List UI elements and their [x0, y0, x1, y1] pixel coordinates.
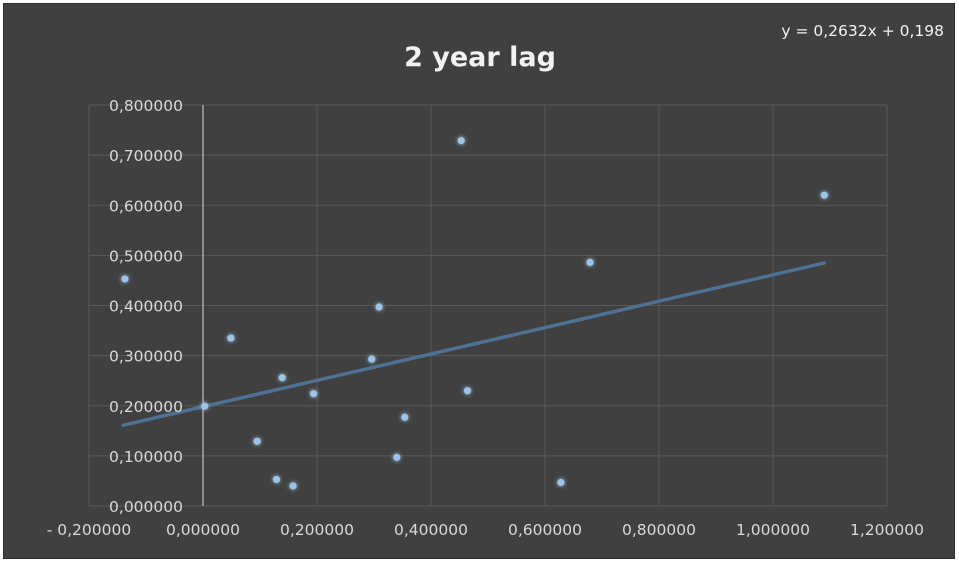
trendline-equation: y = 0,2632x + 0,198: [781, 22, 944, 40]
data-points: [121, 136, 828, 490]
data-point: [557, 478, 565, 487]
y-tick-label: 0,100000: [109, 448, 183, 466]
data-point: [201, 402, 209, 410]
data-point: [586, 258, 594, 266]
x-tick-label: 0,400000: [394, 521, 468, 539]
x-tick-label: - 0,200000: [47, 521, 131, 539]
data-point: [820, 191, 828, 199]
chart-area: 2 year lag y = 0,2632x + 0,198 - 0,20000…: [3, 3, 955, 559]
data-point: [227, 334, 235, 342]
x-tick-labels: - 0,200000 0,000000 0,200000 0,400000 0,6000…: [47, 521, 924, 539]
trendline-layer: [121, 261, 827, 427]
x-tick-label: 0,000000: [166, 521, 240, 539]
chart-title: 2 year lag: [404, 42, 556, 73]
y-tick-label: 0,600000: [109, 197, 183, 215]
y-tick-label: 0,500000: [109, 247, 183, 265]
data-point: [463, 387, 472, 395]
x-tick-label: 1,000000: [736, 521, 810, 539]
data-point: [401, 413, 409, 421]
y-tick-label: 0,300000: [109, 348, 183, 366]
data-point: [253, 437, 261, 445]
data-point: [272, 475, 281, 484]
y-tick-label: 0,400000: [109, 298, 183, 316]
data-point: [457, 136, 465, 145]
x-tick-label: 1,200000: [850, 521, 924, 539]
data-point: [121, 275, 129, 283]
x-tick-label: 0,200000: [280, 521, 354, 539]
data-point: [289, 482, 297, 490]
data-point: [368, 355, 376, 363]
y-tick-label: 0,800000: [109, 97, 183, 115]
y-tick-label: 0,200000: [109, 398, 183, 416]
scatter-chart: 2 year lag y = 0,2632x + 0,198 - 0,20000…: [47, 22, 944, 539]
y-tick-label: 0,000000: [109, 498, 183, 516]
data-point: [309, 390, 318, 398]
x-tick-label: 0,600000: [508, 521, 582, 539]
data-point: [278, 374, 286, 382]
data-point: [375, 303, 383, 311]
x-tick-label: 0,800000: [622, 521, 696, 539]
gridlines: [88, 104, 888, 507]
y-tick-label: 0,700000: [109, 147, 183, 165]
y-tick-labels: 0,000000 0,100000 0,200000 0,300000 0,400000…: [109, 97, 183, 516]
trendline: [121, 261, 827, 427]
data-point: [393, 453, 401, 461]
